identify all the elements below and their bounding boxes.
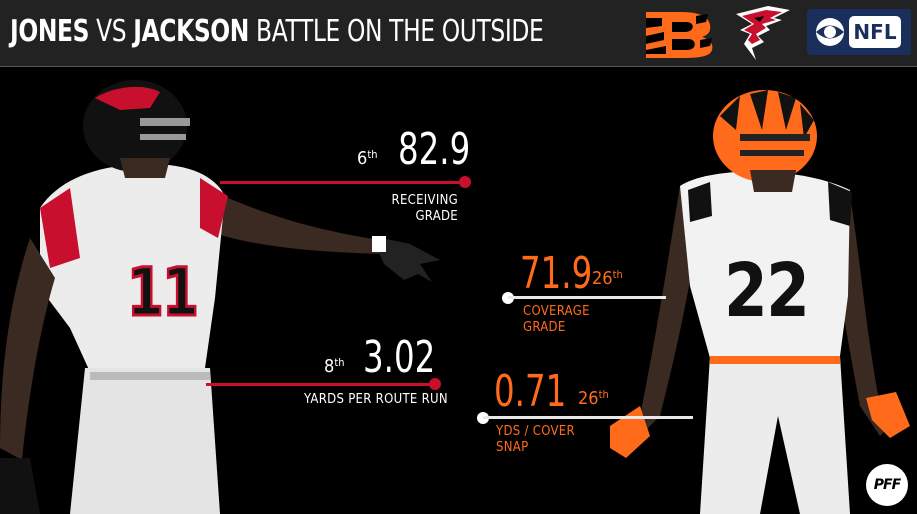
yprr-dot [429, 378, 441, 390]
page-title: JONES VS JACKSON BATTLE ON THE OUTSIDE [10, 14, 544, 49]
cbs-eye-icon [816, 18, 844, 46]
yprr-label: YARDS PER ROUTE RUN [304, 392, 448, 407]
jones-jersey-number: 11 [126, 253, 200, 333]
yds-cover-snap-label: YDS / COVER SNAP [496, 424, 575, 455]
receiving-grade-line [220, 181, 464, 184]
jones-player-image [0, 80, 440, 514]
title-vs: VS [89, 14, 134, 49]
yprr-line [206, 383, 434, 386]
receiving-grade-label: RECEIVING GRADE [391, 193, 458, 224]
yds-cover-snap-line [483, 416, 693, 419]
falcons-logo [736, 6, 790, 60]
bengals-logo [646, 12, 713, 58]
header-bar: JONES VS JACKSON BATTLE ON THE OUTSIDE N… [0, 0, 917, 67]
title-player-1: JONES [10, 14, 90, 49]
coverage-grade-line [508, 296, 666, 299]
yds-cover-snap-value: 0.71 [494, 366, 567, 417]
coverage-grade-label: COVERAGE GRADE [523, 304, 590, 335]
nfl-wordmark: NFL [849, 16, 901, 48]
yds-cover-snap-rank: 26th [578, 388, 609, 409]
title-player-2: JACKSON [133, 14, 249, 49]
receiving-grade-dot [459, 176, 471, 188]
yprr-rank: 8th [324, 356, 345, 377]
pff-logo: PFF [866, 464, 908, 506]
cbs-nfl-logo: NFL [807, 9, 911, 55]
title-subtitle: BATTLE ON THE OUTSIDE [248, 14, 544, 49]
coverage-grade-value: 71.9 [520, 248, 593, 299]
jackson-player-image [610, 90, 910, 514]
receiving-grade-rank: 6th [357, 148, 378, 169]
coverage-grade-rank: 26th [592, 268, 623, 289]
receiving-grade-value: 82.9 [398, 124, 471, 175]
jackson-jersey-number: 22 [724, 248, 810, 334]
yprr-value: 3.02 [363, 332, 436, 383]
